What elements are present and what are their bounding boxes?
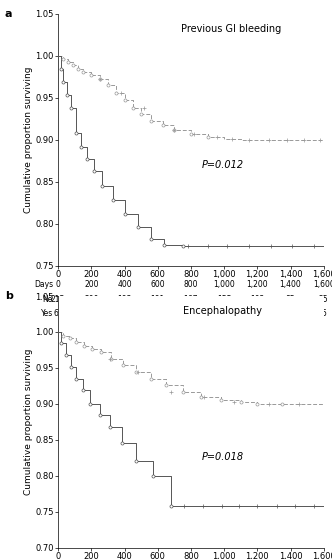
Text: 5: 5 — [321, 309, 326, 318]
Text: 65: 65 — [53, 309, 63, 318]
Text: 53: 53 — [86, 309, 96, 318]
Text: 49: 49 — [153, 309, 163, 318]
Text: 200: 200 — [84, 295, 99, 304]
Text: 52: 52 — [120, 309, 129, 318]
Text: 1,400: 1,400 — [280, 280, 301, 290]
Text: Yes: Yes — [41, 309, 53, 318]
Text: 800: 800 — [184, 280, 198, 290]
Text: Days: Days — [34, 280, 53, 290]
Text: a: a — [5, 9, 13, 19]
Text: 85: 85 — [286, 295, 295, 304]
Text: 39: 39 — [219, 309, 229, 318]
Text: P=0.012: P=0.012 — [202, 160, 244, 170]
Text: 167: 167 — [184, 295, 198, 304]
Text: 1,600: 1,600 — [313, 280, 332, 290]
Text: 215: 215 — [51, 295, 65, 304]
Text: 600: 600 — [150, 280, 165, 290]
Text: 22: 22 — [253, 309, 262, 318]
Text: Previous GI bleeding: Previous GI bleeding — [181, 24, 281, 34]
Text: 25: 25 — [319, 295, 328, 304]
Text: 155: 155 — [217, 295, 231, 304]
Text: 1,200: 1,200 — [246, 280, 268, 290]
Y-axis label: Cumulative proportion surviving: Cumulative proportion surviving — [24, 67, 33, 213]
Text: 0: 0 — [56, 280, 60, 290]
Text: 191: 191 — [150, 295, 165, 304]
Text: 102: 102 — [250, 295, 265, 304]
Text: Encephalopathy: Encephalopathy — [183, 306, 262, 316]
Text: 43: 43 — [186, 309, 196, 318]
Y-axis label: Cumulative proportion surviving: Cumulative proportion surviving — [24, 349, 33, 495]
Text: P=0.018: P=0.018 — [202, 452, 244, 462]
Text: 193: 193 — [117, 295, 132, 304]
Text: 19: 19 — [286, 309, 295, 318]
Text: b: b — [5, 291, 13, 301]
Text: No: No — [43, 295, 53, 304]
Text: 1,000: 1,000 — [213, 280, 235, 290]
Text: 400: 400 — [117, 280, 132, 290]
Text: 200: 200 — [84, 280, 99, 290]
